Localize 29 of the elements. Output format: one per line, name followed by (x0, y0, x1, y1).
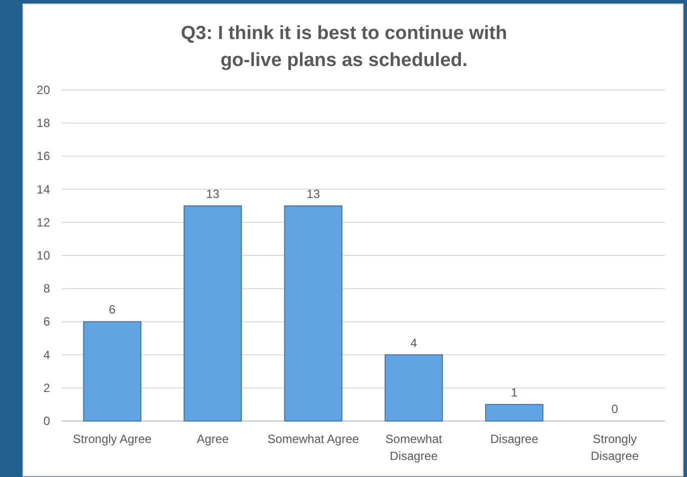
data-label: 1 (510, 385, 518, 400)
data-label: 0 (611, 402, 618, 416)
bar (184, 205, 242, 422)
x-tick-label: Agree (196, 432, 230, 446)
x-tick-label: Somewhat Agree (268, 432, 360, 446)
chart-title: Q3: I think it is best to continue with go-live plans as scheduled. (180, 23, 508, 71)
y-tick-label: 12 (36, 215, 50, 230)
bar (284, 205, 342, 422)
bar (83, 321, 142, 422)
x-tick-label: Strongly Agree (72, 432, 152, 446)
data-label: 4 (410, 336, 418, 350)
x-tick-label: Somewhat Disagree (385, 432, 443, 463)
bar (384, 354, 443, 422)
data-label: 13 (206, 186, 220, 201)
x-tick-label: Strongly Disagree (590, 432, 640, 463)
y-tick-label: 8 (43, 282, 50, 296)
y-tick-label: 4 (43, 348, 50, 362)
y-tick-label: 2 (43, 380, 50, 395)
data-label: 6 (108, 302, 116, 317)
y-tick-label: 18 (36, 116, 50, 130)
y-tick-label: 20 (36, 83, 50, 97)
y-tick-label: 0 (43, 414, 50, 428)
y-tick-label: 14 (36, 182, 50, 196)
y-tick-label: 6 (43, 314, 50, 329)
y-tick-label: 16 (36, 149, 50, 164)
y-tick-label: 10 (36, 248, 50, 262)
x-tick-label: Disagree (490, 432, 539, 446)
bar (485, 404, 544, 422)
data-label: 13 (306, 186, 320, 201)
